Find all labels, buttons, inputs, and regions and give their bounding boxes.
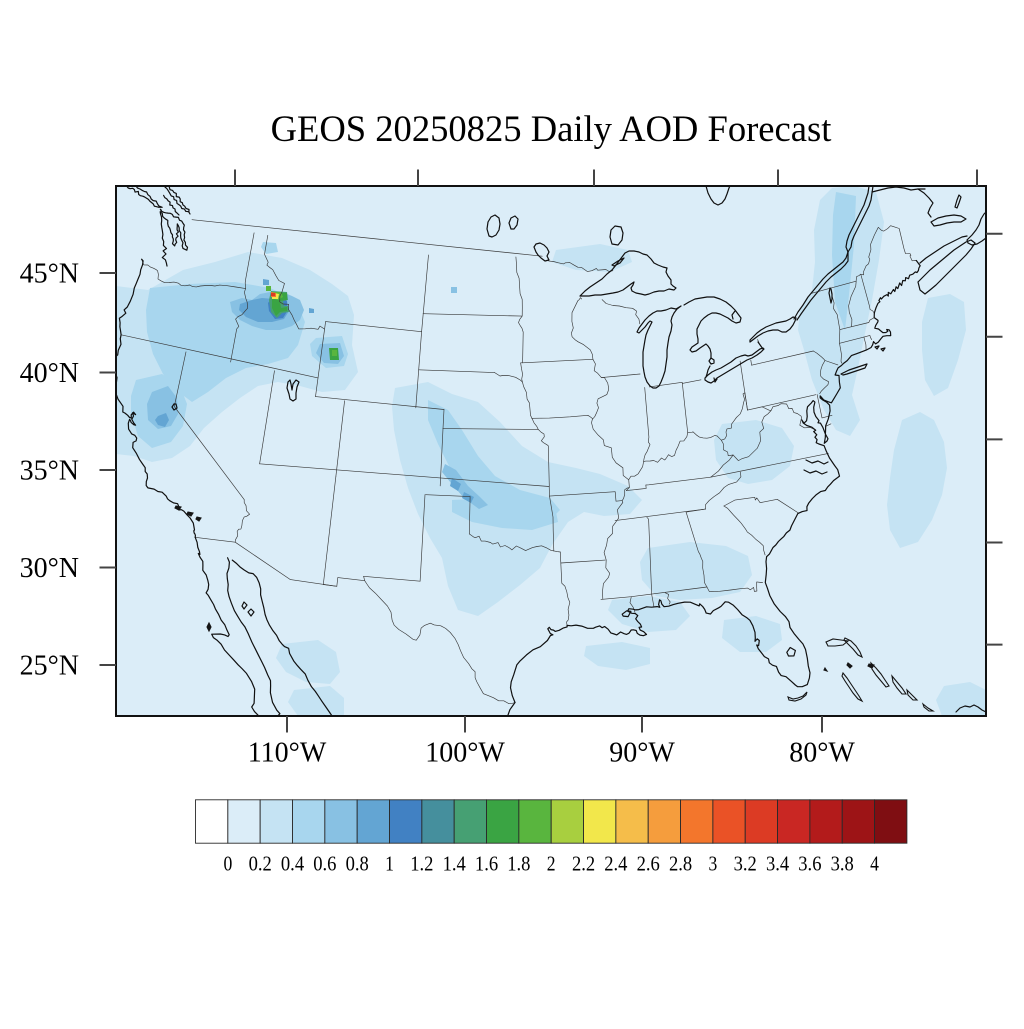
svg-text:GEOS 20250825 Daily AOD Foreca: GEOS 20250825 Daily AOD Forecast: [271, 108, 832, 149]
svg-text:40°N: 40°N: [20, 358, 79, 389]
svg-text:2.4: 2.4: [604, 851, 628, 875]
svg-text:1.8: 1.8: [507, 851, 530, 875]
svg-text:2.6: 2.6: [637, 851, 660, 875]
svg-text:0.4: 0.4: [281, 851, 305, 875]
svg-text:100°W: 100°W: [425, 738, 505, 769]
svg-text:30°N: 30°N: [20, 553, 79, 584]
svg-text:25°N: 25°N: [20, 651, 79, 682]
svg-text:0.6: 0.6: [313, 851, 336, 875]
svg-text:3: 3: [708, 851, 717, 875]
svg-text:110°W: 110°W: [248, 738, 327, 769]
svg-text:1.4: 1.4: [443, 851, 467, 875]
svg-text:80°W: 80°W: [789, 738, 855, 769]
svg-text:0.8: 0.8: [346, 851, 369, 875]
svg-text:2: 2: [547, 851, 556, 875]
svg-text:3.6: 3.6: [798, 851, 821, 875]
svg-text:3.4: 3.4: [766, 851, 790, 875]
svg-text:2.8: 2.8: [669, 851, 692, 875]
svg-text:45°N: 45°N: [20, 259, 79, 290]
svg-text:0.2: 0.2: [249, 851, 272, 875]
svg-text:0: 0: [223, 851, 232, 875]
svg-text:1.2: 1.2: [410, 851, 433, 875]
svg-text:35°N: 35°N: [20, 456, 79, 487]
svg-text:3.2: 3.2: [734, 851, 757, 875]
svg-text:2.2: 2.2: [572, 851, 595, 875]
svg-text:1.6: 1.6: [475, 851, 498, 875]
svg-text:90°W: 90°W: [609, 738, 675, 769]
svg-text:4: 4: [870, 851, 879, 875]
svg-text:3.8: 3.8: [831, 851, 854, 875]
svg-text:1: 1: [385, 851, 394, 875]
